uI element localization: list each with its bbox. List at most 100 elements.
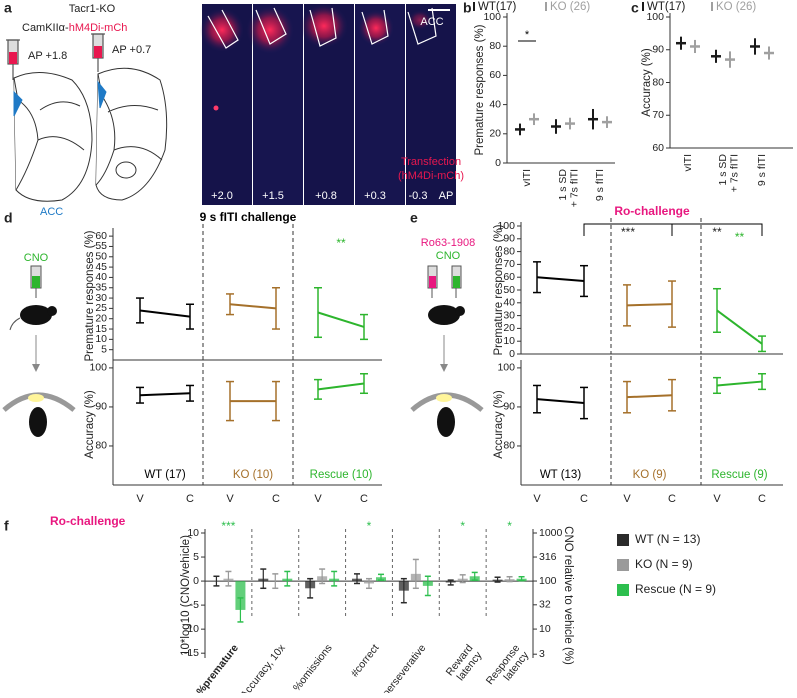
y2-axis-label: CNO relative to vehicle (%) bbox=[562, 526, 574, 665]
y2-tick-label: 10 bbox=[539, 623, 551, 635]
comparison-bracket bbox=[671, 223, 763, 236]
panel-label: d bbox=[4, 210, 13, 226]
y-tick-label: 100 bbox=[497, 362, 515, 374]
y-axis-label: Premature responses (%) bbox=[493, 224, 505, 355]
legend-label: KO (N = 9) bbox=[635, 557, 693, 571]
significance: ** bbox=[735, 230, 745, 244]
significance: *** bbox=[221, 519, 235, 533]
x-tick-label: 9 s fITI bbox=[756, 154, 768, 186]
group-label: WT (17) bbox=[144, 469, 185, 481]
group-line bbox=[716, 380, 763, 387]
y2-tick-label: 3 bbox=[539, 648, 545, 660]
y-tick-label: 50 bbox=[503, 284, 515, 296]
chart-title: Ro-challenge bbox=[614, 204, 690, 218]
section-ap: +2.0 bbox=[211, 190, 233, 202]
legend-label: WT(17) bbox=[478, 1, 517, 13]
group-label: WT (13) bbox=[540, 469, 581, 481]
legend-swatch bbox=[617, 584, 629, 596]
y-tick-label: 90 bbox=[652, 44, 664, 56]
section-ap: +0.8 bbox=[315, 190, 337, 202]
transfection: Transfection bbox=[401, 156, 461, 168]
y-tick-label: 90 bbox=[95, 401, 107, 413]
y-tick-label: -15 bbox=[184, 647, 199, 659]
section-region: ACC bbox=[420, 16, 443, 28]
y-tick-label: 90 bbox=[503, 401, 515, 413]
x-tick-label: C bbox=[580, 493, 588, 505]
y-axis-label: Accuracy (%) bbox=[641, 48, 653, 117]
chart-title: Ro-challenge bbox=[50, 514, 126, 528]
legend-label: KO (26) bbox=[716, 1, 756, 13]
panel-label: b bbox=[463, 0, 472, 16]
x-tick-label: 1 s SD+ 7s fITI bbox=[717, 154, 741, 193]
group-label: Rescue (10) bbox=[310, 469, 373, 481]
brain-section bbox=[13, 67, 168, 202]
y-tick-label: 70 bbox=[503, 258, 515, 270]
y-tick-label: 100 bbox=[497, 220, 515, 232]
y-tick-label: 0 bbox=[509, 348, 515, 360]
y-tick-label: 80 bbox=[95, 440, 107, 452]
section-ap: -0.3 bbox=[409, 190, 428, 202]
x-tick-label: #correct bbox=[349, 642, 382, 679]
syringe bbox=[6, 33, 105, 80]
y-tick-label: 40 bbox=[489, 98, 501, 110]
x-tick-label: Rewardlatency bbox=[444, 642, 485, 686]
x-tick-label: 9 s fITI bbox=[594, 169, 606, 201]
y2-tick-label: 1000 bbox=[539, 527, 563, 539]
significance: * bbox=[507, 519, 512, 533]
transfection-virus: (hM4Di-mCh) bbox=[398, 170, 464, 182]
y-tick-label: 20 bbox=[489, 128, 501, 140]
section-ap-unit: AP bbox=[439, 190, 454, 202]
illustration bbox=[2, 265, 484, 437]
x-tick-label: %omissions bbox=[291, 642, 335, 693]
y-tick-label: 60 bbox=[652, 142, 664, 154]
y-tick-label: 70 bbox=[652, 109, 664, 121]
x-tick-label: 1 s SD+ 7s fITI bbox=[557, 169, 581, 208]
y-tick-label: 55 bbox=[95, 240, 107, 252]
chart-title: 9 s fITI challenge bbox=[200, 210, 297, 224]
y-tick-label: 60 bbox=[503, 271, 515, 283]
x-tick-label: %premature bbox=[194, 642, 241, 693]
y-tick-label: 80 bbox=[503, 440, 515, 452]
group-line bbox=[626, 303, 673, 307]
x-tick-label: vITI bbox=[682, 154, 694, 172]
region-label: ACC bbox=[40, 206, 63, 218]
panel-label: f bbox=[4, 518, 9, 534]
y-tick-label: 10 bbox=[503, 335, 515, 347]
significance: * bbox=[525, 29, 530, 41]
y-tick-label: 10 bbox=[95, 333, 107, 345]
y2-tick-label: 316 bbox=[539, 551, 557, 563]
y-tick-label: 80 bbox=[489, 40, 501, 52]
x-tick-label: C bbox=[186, 493, 194, 505]
panel-label: e bbox=[410, 210, 418, 226]
drug-label: CNO bbox=[24, 252, 49, 264]
y-tick-label: 60 bbox=[95, 230, 107, 242]
y-tick-label: 10 bbox=[187, 527, 199, 539]
y-tick-label: -5 bbox=[190, 599, 199, 611]
x-tick-label: V bbox=[136, 493, 144, 505]
significance: * bbox=[367, 519, 372, 533]
x-tick-label: V bbox=[314, 493, 322, 505]
y-tick-label: 30 bbox=[503, 309, 515, 321]
y-tick-label: 90 bbox=[503, 233, 515, 245]
histology bbox=[200, 4, 456, 205]
x-tick-label: vITI bbox=[521, 169, 533, 187]
y-tick-label: 80 bbox=[503, 245, 515, 257]
x-tick-label: C bbox=[758, 493, 766, 505]
group-line bbox=[317, 382, 365, 391]
x-tick-label: %perseverative bbox=[374, 642, 428, 693]
panel-label: a bbox=[4, 0, 12, 16]
x-tick-label: Accuracy, 10x bbox=[238, 642, 288, 693]
section-ap: +0.3 bbox=[364, 190, 386, 202]
legend-swatch bbox=[617, 534, 629, 546]
y2-tick-label: 32 bbox=[539, 599, 551, 611]
y-tick-label: 30 bbox=[95, 292, 107, 304]
comparison-label: ** bbox=[712, 225, 722, 239]
y-tick-label: 15 bbox=[95, 323, 107, 335]
y-axis-label: Accuracy (%) bbox=[493, 390, 505, 459]
x-tick-label: Responselatency bbox=[484, 642, 532, 693]
y-tick-label: 50 bbox=[95, 251, 107, 263]
group-line bbox=[317, 311, 365, 328]
y-tick-label: 80 bbox=[652, 76, 664, 88]
y-tick-label: 100 bbox=[483, 11, 501, 23]
